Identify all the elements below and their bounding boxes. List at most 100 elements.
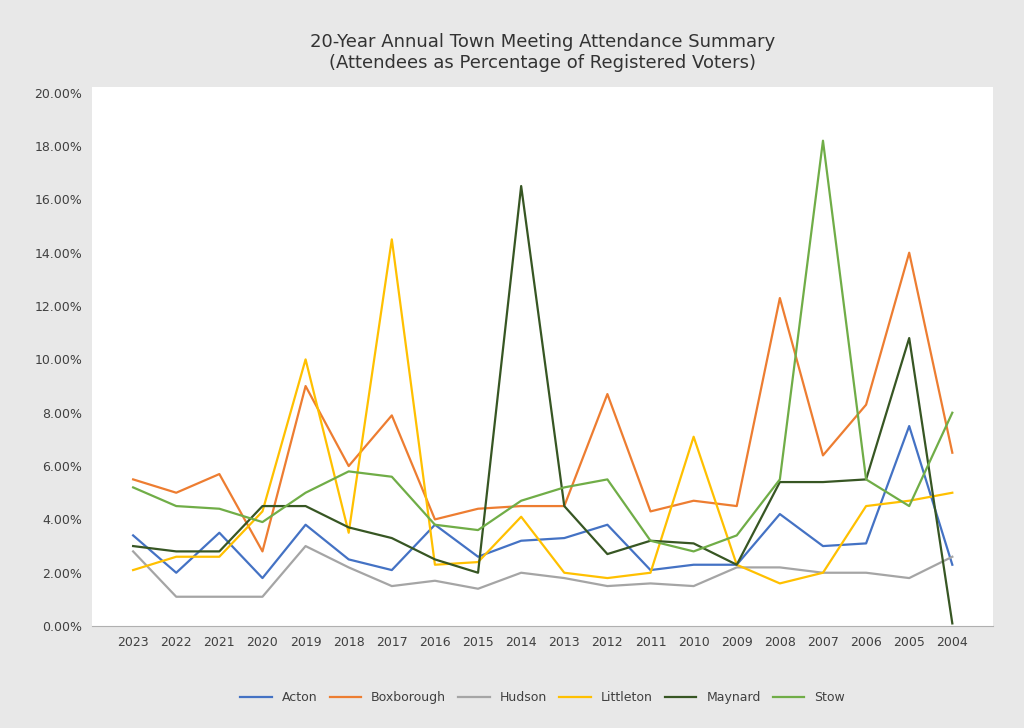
Line: Boxborough: Boxborough <box>133 253 952 551</box>
Littleton <box>343 529 355 537</box>
Acton <box>299 521 311 529</box>
Littleton <box>213 553 225 561</box>
Stow <box>472 526 484 534</box>
Line: Littleton: Littleton <box>133 240 952 583</box>
Maynard <box>386 534 398 542</box>
Boxborough <box>946 448 958 457</box>
Acton <box>817 542 829 550</box>
Maynard <box>256 502 268 510</box>
Hudson <box>170 593 182 601</box>
Stow <box>644 537 656 545</box>
Stow <box>558 483 570 492</box>
Stow <box>170 502 182 510</box>
Stow <box>730 531 742 539</box>
Littleton <box>860 502 872 510</box>
Acton <box>127 531 139 539</box>
Boxborough <box>644 507 656 515</box>
Littleton <box>386 235 398 244</box>
Hudson <box>558 574 570 582</box>
Line: Stow: Stow <box>133 141 952 551</box>
Acton <box>170 569 182 577</box>
Boxborough <box>601 389 613 398</box>
Maynard <box>558 502 570 510</box>
Littleton <box>687 432 699 441</box>
Maynard <box>601 550 613 558</box>
Boxborough <box>817 451 829 460</box>
Stow <box>946 408 958 417</box>
Acton <box>386 566 398 574</box>
Littleton <box>558 569 570 577</box>
Maynard <box>472 569 484 577</box>
Stow <box>515 496 527 505</box>
Line: Hudson: Hudson <box>133 546 952 597</box>
Hudson <box>601 582 613 590</box>
Hudson <box>343 563 355 571</box>
Littleton <box>515 513 527 521</box>
Stow <box>429 521 441 529</box>
Boxborough <box>127 475 139 484</box>
Stow <box>386 472 398 481</box>
Littleton <box>127 566 139 574</box>
Littleton <box>601 574 613 582</box>
Boxborough <box>170 488 182 497</box>
Acton <box>601 521 613 529</box>
Acton <box>860 539 872 547</box>
Boxborough <box>687 496 699 505</box>
Hudson <box>429 577 441 585</box>
Hudson <box>472 585 484 593</box>
Acton <box>687 561 699 569</box>
Littleton <box>730 561 742 569</box>
Littleton <box>644 569 656 577</box>
Boxborough <box>256 547 268 555</box>
Acton <box>343 555 355 563</box>
Boxborough <box>730 502 742 510</box>
Maynard <box>903 333 915 342</box>
Hudson <box>515 569 527 577</box>
Maynard <box>213 547 225 555</box>
Boxborough <box>774 293 786 302</box>
Littleton <box>817 569 829 577</box>
Littleton <box>170 553 182 561</box>
Stow <box>817 136 829 145</box>
Hudson <box>644 579 656 587</box>
Stow <box>860 475 872 484</box>
Hudson <box>730 563 742 571</box>
Boxborough <box>515 502 527 510</box>
Boxborough <box>860 400 872 409</box>
Maynard <box>774 478 786 486</box>
Line: Maynard: Maynard <box>133 186 952 623</box>
Acton <box>774 510 786 518</box>
Maynard <box>860 475 872 484</box>
Stow <box>299 488 311 497</box>
Stow <box>601 475 613 484</box>
Maynard <box>817 478 829 486</box>
Acton <box>903 422 915 430</box>
Hudson <box>386 582 398 590</box>
Hudson <box>860 569 872 577</box>
Maynard <box>515 182 527 191</box>
Littleton <box>299 355 311 364</box>
Maynard <box>429 555 441 563</box>
Hudson <box>946 553 958 561</box>
Stow <box>213 505 225 513</box>
Littleton <box>946 488 958 497</box>
Maynard <box>127 542 139 550</box>
Maynard <box>644 537 656 545</box>
Boxborough <box>213 470 225 478</box>
Boxborough <box>903 248 915 257</box>
Boxborough <box>343 462 355 470</box>
Maynard <box>343 523 355 531</box>
Stow <box>343 467 355 476</box>
Littleton <box>256 507 268 515</box>
Hudson <box>687 582 699 590</box>
Acton <box>558 534 570 542</box>
Legend: Acton, Boxborough, Hudson, Littleton, Maynard, Stow: Acton, Boxborough, Hudson, Littleton, Ma… <box>236 687 850 709</box>
Hudson <box>774 563 786 571</box>
Acton <box>946 561 958 569</box>
Littleton <box>903 496 915 505</box>
Acton <box>515 537 527 545</box>
Boxborough <box>558 502 570 510</box>
Stow <box>127 483 139 492</box>
Line: Acton: Acton <box>133 426 952 578</box>
Hudson <box>127 547 139 555</box>
